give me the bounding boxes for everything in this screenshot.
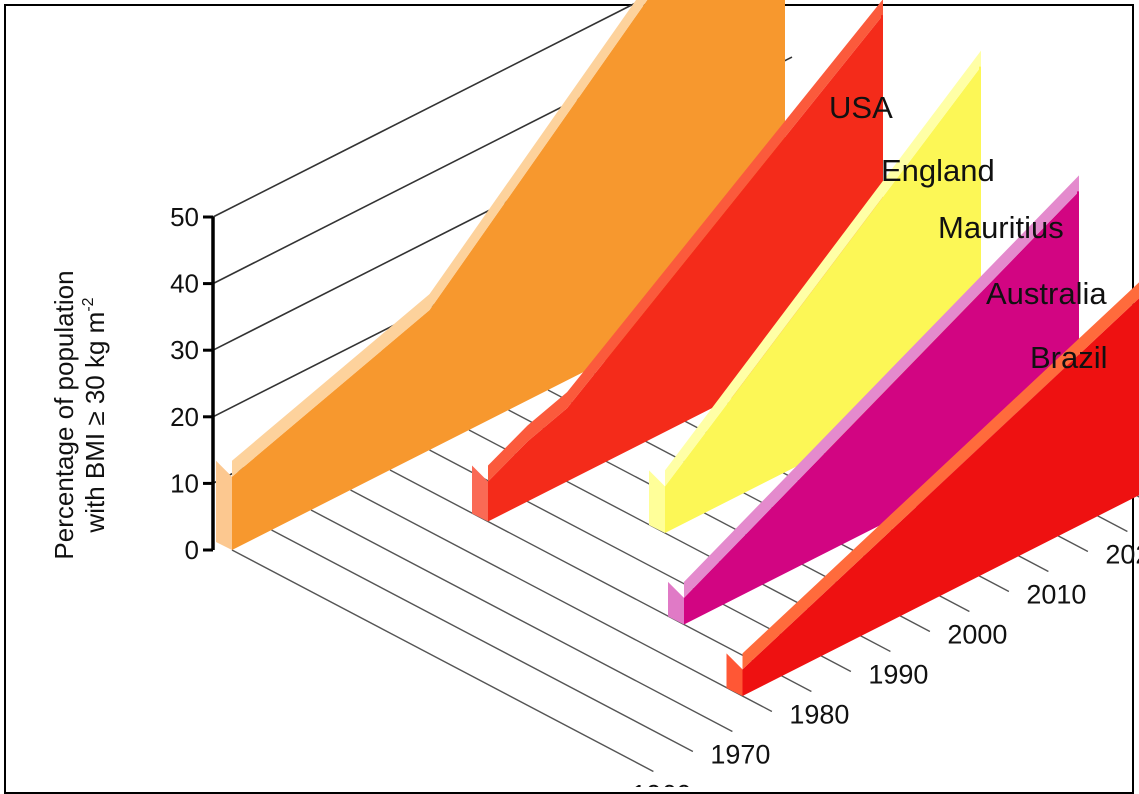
y-axis-title-line2-exponent: -2 xyxy=(80,297,97,311)
y-axis: 0 10 20 30 40 50 xyxy=(170,202,213,565)
legend-label-usa: USA xyxy=(829,90,893,125)
year-line-1960 xyxy=(232,550,653,771)
year-line-1970 xyxy=(311,510,732,731)
legend-label-england: England xyxy=(881,153,995,188)
y-tick-label-50: 50 xyxy=(170,202,199,232)
y-tick-label-30: 30 xyxy=(170,335,199,365)
x-tick-label-1960: 1960 xyxy=(631,779,691,787)
legend-label-mauritius: Mauritius xyxy=(938,210,1064,245)
legend-label-brazil: Brazil xyxy=(1030,340,1108,375)
ribbon-side-england xyxy=(472,466,488,522)
country-ribbons xyxy=(216,0,1139,696)
y-tick-label-10: 10 xyxy=(170,468,199,498)
y-axis-title-line1: Percentage of population xyxy=(49,270,79,559)
x-tick-label-1990: 1990 xyxy=(868,659,928,689)
x-tick-label-2020: 2020 xyxy=(1105,539,1139,569)
x-tick-label-1970: 1970 xyxy=(710,739,770,769)
x-tick-label-2000: 2000 xyxy=(947,619,1007,649)
y-tick-label-20: 20 xyxy=(170,402,199,432)
y-axis-title-line2: with BMI ≥ 30 kg m-2 xyxy=(80,297,110,533)
year-line-1965 xyxy=(272,530,693,751)
x-tick-label-1980: 1980 xyxy=(789,699,849,729)
y-axis-title-line2-main: with BMI ≥ 30 kg m xyxy=(80,312,110,534)
y-tick-label-0: 0 xyxy=(185,535,199,565)
x-tick-label-2010: 2010 xyxy=(1026,579,1086,609)
y-tick-label-40: 40 xyxy=(170,269,199,299)
ribbon-side-mauritius xyxy=(649,470,665,533)
legend-label-australia: Australia xyxy=(986,276,1107,311)
